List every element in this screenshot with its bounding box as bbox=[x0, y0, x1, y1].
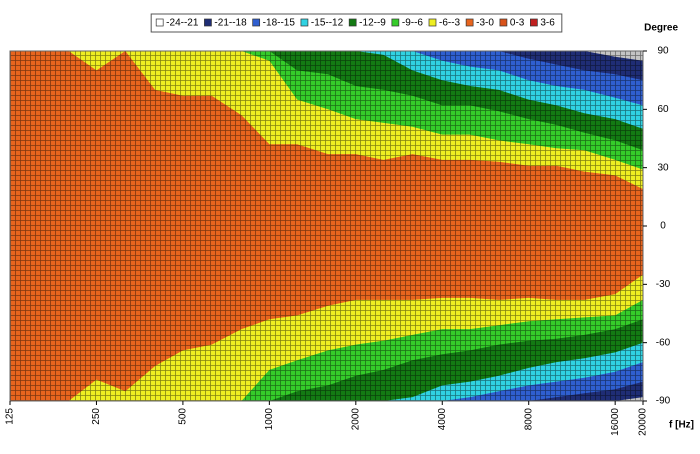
legend-item: 3-6 bbox=[530, 18, 555, 29]
x-tick-label: 16000 bbox=[610, 408, 621, 436]
x-axis-title: f [Hz] bbox=[669, 420, 694, 431]
legend-item: -6--3 bbox=[428, 18, 461, 29]
legend-item: -24--21 bbox=[155, 18, 199, 29]
legend-label: -6--3 bbox=[439, 18, 461, 29]
legend: -24--21 -21--18 -18--15 -15--12 -12--9 -9--6 -… bbox=[155, 18, 555, 29]
legend-label: -21--18 bbox=[214, 18, 247, 29]
legend-swatch bbox=[348, 18, 357, 27]
legend-label: -9--6 bbox=[402, 18, 424, 29]
cell-grid bbox=[10, 51, 643, 401]
x-tick-label: 20000 bbox=[638, 408, 649, 436]
legend-swatch bbox=[204, 18, 212, 27]
legend-swatch bbox=[391, 18, 400, 27]
legend-item: -3-0 bbox=[465, 18, 494, 29]
y-tick-label: 0 bbox=[660, 221, 666, 232]
legend-swatch bbox=[530, 18, 538, 27]
y-tick-label: -30 bbox=[656, 279, 671, 290]
y-tick-label: 30 bbox=[657, 162, 669, 173]
x-tick-label: 8000 bbox=[523, 408, 534, 431]
legend-item: -18--15 bbox=[252, 18, 296, 29]
legend-swatch bbox=[499, 18, 508, 27]
x-tick-label: 250 bbox=[91, 408, 102, 425]
x-tick-label: 1000 bbox=[264, 408, 275, 431]
x-tick-label: 125 bbox=[5, 408, 16, 425]
x-tick-label: 2000 bbox=[350, 408, 361, 431]
y-tick-label: -60 bbox=[656, 337, 671, 348]
y-tick-label: 60 bbox=[657, 104, 669, 115]
legend-swatch bbox=[465, 18, 474, 27]
legend-label: 0-3 bbox=[510, 18, 525, 29]
legend-label: -15--12 bbox=[311, 18, 344, 29]
legend-label: 3-6 bbox=[540, 18, 555, 29]
legend-item: -15--12 bbox=[300, 18, 344, 29]
legend-swatch bbox=[155, 18, 164, 27]
legend-label: -18--15 bbox=[263, 18, 296, 29]
legend-label: -3-0 bbox=[476, 18, 494, 29]
legend-swatch bbox=[252, 18, 261, 27]
legend-label: -24--21 bbox=[166, 18, 199, 29]
y-axis-title: Degree bbox=[644, 23, 678, 34]
legend-swatch bbox=[428, 18, 437, 27]
legend-item: 0-3 bbox=[499, 18, 525, 29]
legend-item: -21--18 bbox=[204, 18, 247, 29]
legend-item: -12--9 bbox=[348, 18, 386, 29]
x-tick-label: 500 bbox=[178, 408, 189, 425]
legend-label: -12--9 bbox=[359, 18, 386, 29]
x-tick-label: 4000 bbox=[437, 408, 448, 431]
y-tick-label: 90 bbox=[657, 46, 669, 57]
legend-swatch bbox=[300, 18, 309, 27]
axes: 90 60 30 0 -30 -60 -90 125 250 500 1000 2000 4000 800… bbox=[5, 46, 671, 436]
legend-item: -9--6 bbox=[391, 18, 424, 29]
y-tick-label: -90 bbox=[656, 396, 671, 407]
